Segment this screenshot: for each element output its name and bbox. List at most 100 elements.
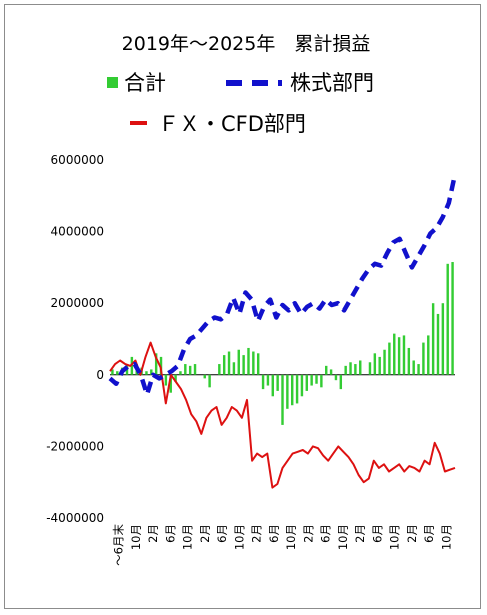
x-tick-label: 6月 xyxy=(267,524,281,543)
x-tick-label: 6月 xyxy=(163,524,177,543)
bar-total xyxy=(349,362,352,375)
bar-total xyxy=(431,303,435,375)
bar-total xyxy=(291,374,294,406)
bar-total xyxy=(427,335,430,375)
x-tick-label: 10月 xyxy=(439,524,453,550)
bar-total xyxy=(203,374,206,379)
x-tick-label: 10月 xyxy=(232,524,246,550)
bar-total xyxy=(368,362,372,375)
y-tick-label: 2000000 xyxy=(51,296,104,310)
bar-total xyxy=(451,262,454,375)
x-tick-label: 2月 xyxy=(250,524,264,543)
line-fx-cfd xyxy=(109,341,456,489)
bar-total xyxy=(354,364,357,375)
bar-total xyxy=(295,374,299,404)
y-tick-label: 4000000 xyxy=(51,225,104,239)
bar-total xyxy=(247,347,250,375)
bar-total xyxy=(334,374,338,381)
bar-total xyxy=(329,369,333,375)
bar-total xyxy=(436,313,440,375)
bar-total xyxy=(169,374,172,393)
bar-total xyxy=(407,347,411,375)
bar-total xyxy=(193,364,197,375)
bar-total xyxy=(261,374,265,390)
bar-total xyxy=(271,374,274,397)
bar-total xyxy=(222,355,226,375)
bar-total xyxy=(237,349,240,375)
bar-total xyxy=(383,349,386,375)
x-tick-label: 6月 xyxy=(215,524,229,543)
y-axis: 6000000 4000000 2000000 0 -2000000 -4000000 xyxy=(46,153,104,525)
y-tick-label: -4000000 xyxy=(46,511,104,525)
x-tick-label: 10月 xyxy=(284,524,298,550)
bar-total xyxy=(412,360,415,375)
bar-total xyxy=(150,369,153,375)
y-tick-label: 0 xyxy=(96,368,104,382)
bar-total xyxy=(208,374,211,388)
bar-total xyxy=(320,374,323,388)
x-tick-label: 2月 xyxy=(353,524,367,543)
bar-total xyxy=(276,374,279,391)
x-tick-label: 2月 xyxy=(405,524,419,543)
bar-total xyxy=(359,360,362,375)
bar-total xyxy=(446,263,449,375)
bar-total xyxy=(145,371,148,375)
y-tick-label: 6000000 xyxy=(51,153,104,167)
bar-total xyxy=(266,374,270,386)
bar-total xyxy=(218,364,221,375)
bar-total xyxy=(286,374,289,409)
line-series xyxy=(108,173,458,489)
x-tick-label: ～6月末 xyxy=(112,524,126,566)
chart-title: 2019年～2025年 累計損益 xyxy=(122,33,371,55)
x-tick-label: 6月 xyxy=(370,524,384,543)
x-tick-label: 10月 xyxy=(181,524,195,550)
bar-total xyxy=(315,374,318,384)
bar-total xyxy=(325,365,328,375)
bar-total xyxy=(388,342,391,375)
bar-total xyxy=(402,335,406,375)
bar-total xyxy=(159,356,163,375)
x-tick-label: 6月 xyxy=(319,524,333,543)
bar-total xyxy=(252,351,255,375)
bar-total xyxy=(422,342,425,375)
legend-label-fx: ＦＸ・CFD部門 xyxy=(158,112,306,136)
bar-total xyxy=(339,374,343,390)
x-tick-label: 2月 xyxy=(146,524,160,543)
bar-total xyxy=(378,356,381,375)
bar-total xyxy=(441,303,445,375)
x-tick-label: 10月 xyxy=(336,524,350,550)
legend-label-total: 合計 xyxy=(124,71,166,95)
bar-total xyxy=(344,365,347,375)
x-tick-label: 2月 xyxy=(198,524,212,543)
bar-total xyxy=(310,374,313,386)
bar-total xyxy=(417,364,420,375)
bar-total xyxy=(174,374,177,382)
bar-total xyxy=(179,371,182,375)
line-stock xyxy=(108,173,458,397)
bar-total xyxy=(154,353,158,375)
bar-total xyxy=(373,353,377,375)
bar-total xyxy=(164,374,168,386)
legend-swatch-total xyxy=(107,77,118,88)
bar-total xyxy=(256,353,260,375)
bar-total xyxy=(242,355,245,375)
x-tick-label: 10月 xyxy=(129,524,143,550)
bar-total xyxy=(281,374,284,425)
bar-total xyxy=(116,371,119,375)
bar-total xyxy=(130,356,134,375)
bar-total xyxy=(397,337,401,375)
bar-total xyxy=(227,351,231,375)
bar-total xyxy=(232,362,236,375)
bar-total xyxy=(393,333,396,375)
legend: 合計 株式部門 ＦＸ・CFD部門 xyxy=(107,71,374,136)
bar-total xyxy=(111,369,114,375)
bar-total xyxy=(300,374,304,397)
bar-total xyxy=(305,374,309,391)
x-tick-label: 6月 xyxy=(422,524,436,543)
legend-label-stock: 株式部門 xyxy=(290,71,374,95)
x-tick-label: 2月 xyxy=(301,524,315,543)
x-tick-label: 10月 xyxy=(388,524,402,550)
y-tick-label: -2000000 xyxy=(46,439,104,453)
bar-total xyxy=(184,364,187,375)
